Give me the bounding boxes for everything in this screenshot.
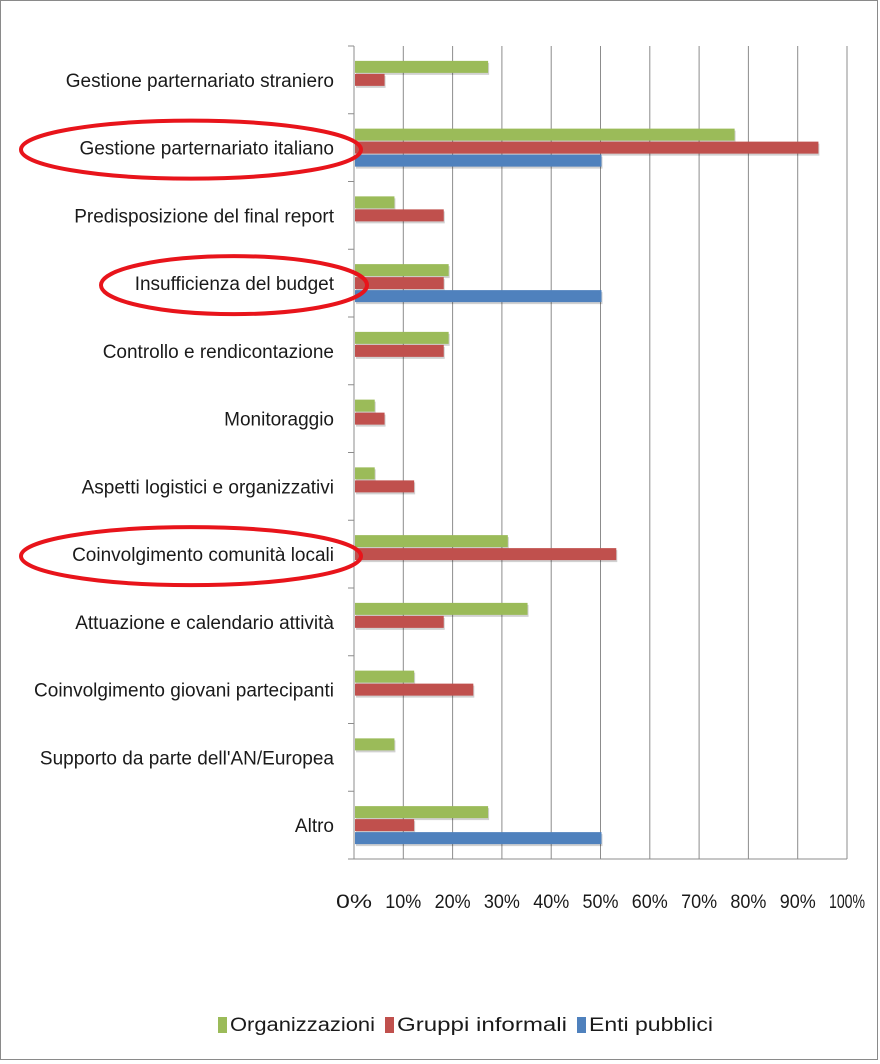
bar-organizzazioni	[355, 535, 508, 548]
highlight-ellipse	[19, 118, 363, 181]
bar-gruppi-informali	[355, 819, 415, 832]
bar-organizzazioni	[355, 738, 395, 751]
bar-gruppi-informali	[355, 683, 474, 696]
category-label: Monitoraggio	[224, 410, 334, 431]
bar-enti-pubblici	[355, 290, 602, 303]
category-labels: Gestione parternariato straniero Gestione…	[34, 71, 335, 837]
category-label: Aspetti logistici e organizzativi	[82, 477, 334, 498]
bar-gruppi-informali	[355, 209, 444, 222]
x-tick-label: 20%	[435, 892, 471, 913]
gridlines	[402, 46, 848, 859]
category-label: Attuazione e calendario attività	[75, 613, 334, 634]
legend-label: Organizzazioni	[230, 1015, 375, 1036]
x-tick-label: 60%	[632, 892, 668, 913]
bar-gruppi-informali	[355, 73, 385, 86]
bar-organizzazioni	[355, 602, 528, 615]
bar-organizzazioni	[355, 399, 375, 412]
legend-label: Gruppi informali	[397, 1015, 567, 1036]
bar-organizzazioni	[355, 264, 449, 277]
bar-gruppi-informali	[355, 615, 444, 628]
x-tick-label: 30%	[484, 892, 520, 913]
category-label: Predisposizione del final report	[74, 206, 335, 227]
bar-gruppi-informali	[355, 141, 819, 154]
category-label: Altro	[295, 816, 334, 837]
axes	[348, 45, 847, 860]
bar-gruppi-informali	[355, 277, 444, 290]
legend-swatch-gruppi-informali	[385, 1017, 394, 1033]
highlight-ellipse	[99, 254, 369, 317]
bar-gruppi-informali	[355, 344, 444, 357]
bar-organizzazioni	[355, 60, 489, 73]
bar-gruppi-informali	[355, 548, 617, 561]
x-tick-labels: 0% 10% 20% 30% 40% 50% 60% 70% 80% 90% 100%	[336, 892, 865, 913]
category-label: Gestione parternariato italiano	[79, 139, 334, 160]
bar-enti-pubblici	[355, 832, 602, 845]
highlight-ellipse	[19, 525, 363, 588]
category-label: Insufficienza del budget	[135, 274, 335, 295]
bars	[355, 60, 820, 847]
bar-gruppi-informali	[355, 480, 415, 493]
legend: Organizzazioni Gruppi informali Enti pubbl…	[218, 1015, 713, 1036]
bar-organizzazioni	[355, 196, 395, 209]
category-label: Gestione parternariato straniero	[66, 71, 334, 92]
x-tick-label: 90%	[780, 892, 816, 913]
x-tick-label: 100%	[829, 892, 865, 913]
x-tick-label: 0%	[336, 892, 372, 913]
x-tick-label: 80%	[730, 892, 766, 913]
x-tick-label: 40%	[533, 892, 569, 913]
bar-gruppi-informali	[355, 412, 385, 425]
highlight-ellipses	[19, 118, 369, 588]
bar-organizzazioni	[355, 331, 449, 344]
legend-label: Enti pubblici	[589, 1015, 713, 1036]
legend-swatch-organizzazioni	[218, 1017, 227, 1033]
x-tick-label: 50%	[583, 892, 619, 913]
bar-organizzazioni	[355, 806, 489, 819]
bar-organizzazioni	[355, 670, 415, 683]
category-label: Supporto da parte dell'AN/Europea	[40, 748, 335, 769]
bar-enti-pubblici	[355, 154, 602, 167]
x-tick-label: 70%	[681, 892, 717, 913]
category-label: Coinvolgimento giovani partecipanti	[34, 681, 334, 702]
legend-swatch-enti-pubblici	[577, 1017, 586, 1033]
category-label: Coinvolgimento comunità locali	[72, 545, 334, 566]
bar-organizzazioni	[355, 128, 735, 141]
category-label: Controllo e rendicontazione	[103, 342, 334, 363]
bar-organizzazioni	[355, 467, 375, 480]
x-tick-label: 10%	[385, 892, 421, 913]
